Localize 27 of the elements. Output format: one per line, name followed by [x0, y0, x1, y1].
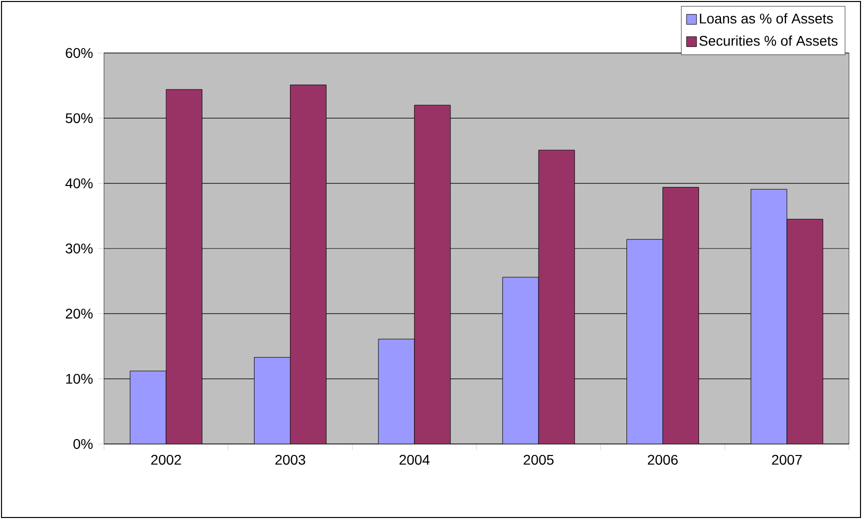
y-tick-label: 30% [66, 244, 93, 254]
y-tick-label: 50% [66, 113, 93, 124]
legend-label: Securities % of Assets [699, 36, 838, 46]
bar [254, 357, 291, 444]
y-tick-label: 20% [66, 308, 93, 319]
bar [130, 370, 166, 444]
x-tick-label: 2003 [275, 454, 306, 465]
bar [290, 84, 327, 444]
y-tick-label: 60% [66, 48, 93, 58]
bar [662, 186, 699, 444]
bar [166, 89, 202, 444]
x-tick-label: 2006 [648, 454, 678, 465]
x-tick-label: 2004 [400, 454, 430, 465]
x-tick-label: 2005 [524, 454, 554, 465]
y-tick-label: 0% [73, 439, 93, 449]
y-tick-label: 10% [66, 374, 93, 384]
bar [538, 150, 575, 444]
x-tick-label: 2007 [772, 454, 802, 465]
x-tick-label: 2002 [151, 454, 181, 465]
bar [626, 239, 663, 444]
bar [502, 276, 539, 444]
bar [414, 104, 451, 444]
bar [786, 218, 824, 444]
bar [750, 188, 788, 444]
legend-label: Loans as % of Assets [700, 13, 833, 24]
bar [378, 338, 415, 444]
y-tick-label: 40% [65, 178, 93, 188]
